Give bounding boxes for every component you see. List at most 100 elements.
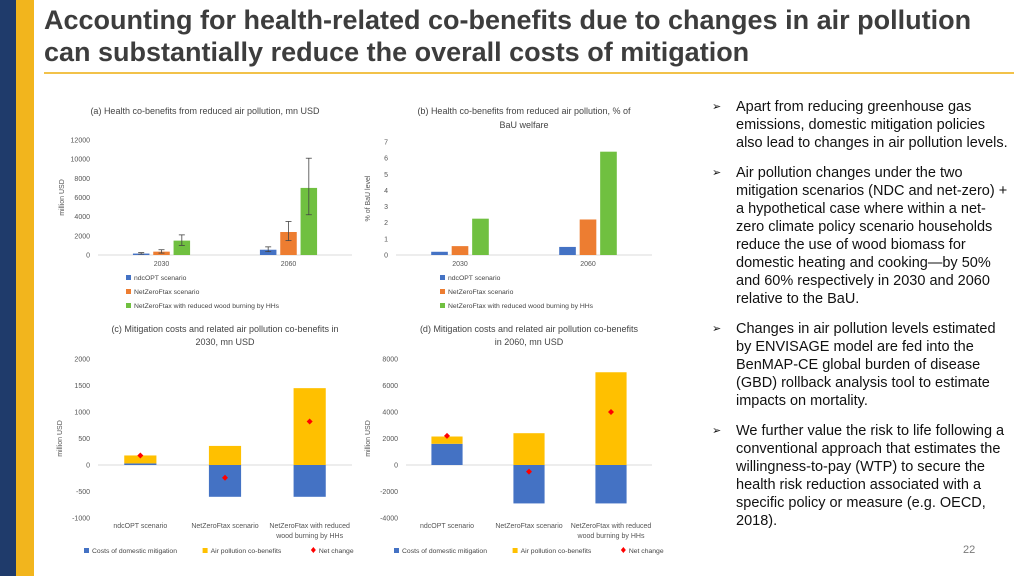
y-tick-label: 2 (384, 220, 388, 227)
bar-d-0-2 (595, 465, 627, 504)
bar-d-1-2 (595, 372, 627, 465)
y-axis-label: million USD (365, 420, 372, 457)
y-tick-label: 12000 (71, 138, 91, 145)
net-change-marker (526, 468, 532, 475)
chart-d-svg: (d) Mitigation costs and related air pol… (365, 324, 664, 555)
bar-b-0-0 (431, 251, 448, 255)
legend-label: NetZeroFtax scenario (448, 289, 514, 296)
y-tick-label: 3 (384, 204, 388, 211)
chart-title: (a) Health co-benefits from reduced air … (90, 106, 320, 116)
left-navy-stripe (0, 0, 16, 576)
legend-label: Net change (319, 548, 354, 555)
bullet-item: ➢ We further value the risk to life foll… (712, 422, 1012, 530)
legend-label: Air pollution co-benefits (521, 548, 592, 555)
y-tick-label: 2000 (74, 357, 90, 364)
y-axis-label: million USD (57, 420, 64, 457)
chart-panel-d: (d) Mitigation costs and related air pol… (360, 318, 666, 564)
chart-panel-a: (a) Health co-benefits from reduced air … (50, 100, 358, 318)
y-tick-label: 6 (384, 156, 388, 163)
bar-a-0-1 (259, 249, 277, 255)
legend-label: Net change (629, 548, 664, 555)
bar-a-1-1 (280, 232, 297, 255)
page-number: 22 (963, 544, 976, 556)
y-tick-label: 4000 (382, 410, 398, 417)
chart-a-svg: (a) Health co-benefits from reduced air … (59, 106, 352, 310)
y-tick-label: 0 (86, 253, 90, 260)
y-tick-label: 7 (384, 140, 388, 147)
legend-swatch (126, 303, 131, 308)
y-tick-label: 1 (384, 236, 388, 243)
chart-panel-c: (c) Mitigation costs and related air pol… (50, 318, 358, 564)
legend-label: Air pollution co-benefits (211, 548, 282, 555)
bullet-text: Air pollution changes under the two miti… (736, 165, 1008, 307)
y-tick-label: 10000 (71, 157, 91, 164)
y-axis-label: % of BaU level (365, 175, 372, 221)
legend-label: NetZeroFtax with reduced wood burning by… (448, 303, 594, 310)
y-tick-label: 0 (384, 253, 388, 260)
x-tick-label: 2030 (452, 261, 468, 268)
y-tick-label: -4000 (380, 516, 398, 523)
y-tick-label: -500 (76, 489, 90, 496)
y-tick-label: 2000 (74, 233, 90, 240)
net-change-marker (306, 418, 313, 425)
legend-swatch (440, 289, 445, 294)
bar-c-0-2 (293, 465, 326, 497)
y-axis-label: million USD (59, 179, 66, 216)
bar-a-2-1 (300, 187, 318, 255)
chart-title: (c) Mitigation costs and related air pol… (111, 324, 338, 334)
chart-panel-b: (b) Health co-benefits from reduced air … (360, 100, 666, 318)
net-change-marker (137, 452, 144, 459)
arrow-bullet-icon: ➢ (712, 323, 722, 335)
legend-swatch (202, 548, 208, 553)
bullet-list: ➢ Apart from reducing greenhouse gas emi… (712, 98, 1012, 542)
net-change-marker (444, 432, 450, 439)
bullet-item: ➢ Apart from reducing greenhouse gas emi… (712, 98, 1012, 152)
x-tick-label: wood burning by HHs (577, 533, 645, 540)
y-tick-label: 5 (384, 172, 388, 179)
legend-label: NetZeroFtax with reduced wood burning by… (134, 303, 280, 310)
bar-b-1-1 (579, 219, 597, 255)
chart-b-svg: (b) Health co-benefits from reduced air … (365, 106, 652, 310)
arrow-bullet-icon: ➢ (712, 101, 722, 113)
legend-swatch (440, 303, 445, 308)
bar-c-1-1 (208, 445, 242, 465)
bar-c-0-0 (124, 463, 157, 465)
legend-label: ndcOPT scenario (134, 275, 187, 282)
y-tick-label: 0 (86, 463, 90, 470)
y-tick-label: -2000 (380, 489, 398, 496)
y-tick-label: 500 (78, 436, 90, 443)
bullet-text: Changes in air pollution levels estimate… (736, 321, 996, 409)
x-tick-label: 2030 (154, 261, 170, 268)
legend-label: ndcOPT scenario (448, 275, 501, 282)
legend-swatch (512, 548, 518, 553)
x-tick-label: ndcOPT scenario (420, 523, 474, 530)
y-tick-label: 4000 (74, 214, 90, 221)
bar-d-0-0 (431, 443, 463, 465)
slide-title: Accounting for health-related co-benefit… (44, 5, 972, 67)
y-tick-label: -1000 (72, 516, 90, 523)
y-tick-label: 4 (384, 188, 388, 195)
y-tick-label: 8000 (382, 357, 398, 364)
x-tick-label: NetZeroFtax scenario (495, 523, 562, 530)
chart-c-svg: (c) Mitigation costs and related air pol… (57, 324, 354, 555)
x-tick-label: NetZeroFtax scenario (191, 523, 258, 530)
bullet-item: ➢ Air pollution changes under the two mi… (712, 164, 1012, 308)
arrow-bullet-icon: ➢ (712, 167, 722, 179)
x-tick-label: 2060 (580, 261, 596, 268)
y-tick-label: 1500 (74, 383, 90, 390)
legend-swatch (440, 275, 445, 280)
y-tick-label: 2000 (382, 436, 398, 443)
legend-swatch (126, 275, 131, 280)
legend-label: NetZeroFtax scenario (134, 289, 200, 296)
bar-b-2-0 (472, 218, 489, 255)
bar-c-1-0 (124, 455, 157, 464)
legend-label: Costs of domestic mitigation (402, 548, 487, 555)
bar-a-2-0 (173, 240, 191, 255)
bar-b-1-0 (451, 246, 469, 255)
x-tick-label: NetZeroFtax with reduced (571, 523, 652, 530)
legend-swatch (84, 548, 89, 553)
y-tick-label: 1000 (74, 410, 90, 417)
bullet-item: ➢ Changes in air pollution levels estima… (712, 320, 1012, 410)
legend-label: Costs of domestic mitigation (92, 548, 177, 555)
bar-c-1-2 (293, 388, 326, 465)
